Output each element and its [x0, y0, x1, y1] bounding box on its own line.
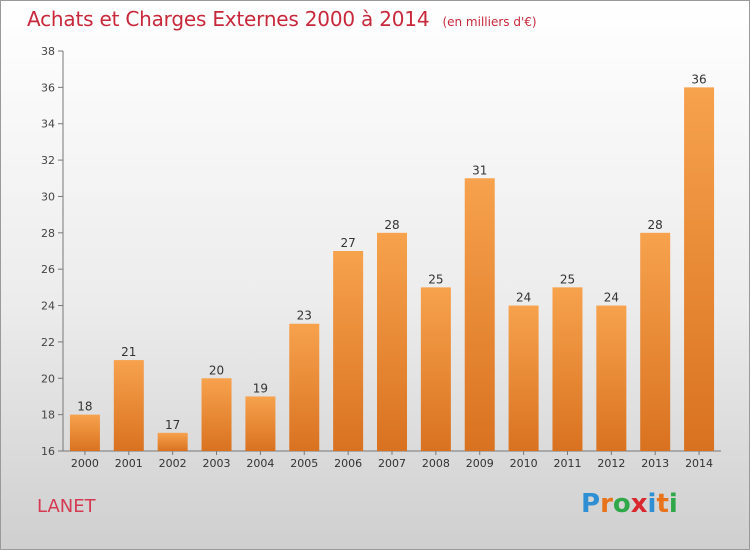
data-label: 36 [691, 72, 706, 86]
data-label: 24 [604, 291, 619, 305]
data-label: 21 [121, 345, 136, 359]
logo-letter: r [600, 489, 613, 519]
x-tick-label: 2009 [466, 457, 494, 470]
y-tick-label: 32 [41, 154, 55, 167]
bar [684, 87, 715, 451]
data-label: 23 [297, 309, 312, 323]
logo-letter: i [668, 489, 678, 519]
bar [113, 360, 144, 451]
y-tick-label: 30 [41, 190, 55, 203]
bar [333, 251, 364, 451]
data-label: 20 [209, 363, 224, 377]
data-label: 25 [428, 272, 443, 286]
bar [596, 305, 627, 451]
y-tick-label: 20 [41, 372, 55, 385]
x-tick-label: 2010 [510, 457, 538, 470]
logo-letter: P [581, 489, 601, 519]
x-tick-label: 2001 [115, 457, 143, 470]
logo-letter: o [612, 489, 631, 519]
data-label: 24 [516, 291, 531, 305]
y-tick-label: 34 [41, 118, 55, 131]
x-tick-label: 2003 [203, 457, 231, 470]
x-tick-label: 2000 [71, 457, 99, 470]
title-row: Achats et Charges Externes 2000 à 2014 (… [27, 7, 537, 31]
x-tick-label: 2006 [334, 457, 362, 470]
data-label: 31 [472, 163, 487, 177]
y-tick-label: 22 [41, 336, 55, 349]
bar [464, 178, 495, 452]
y-tick-label: 28 [41, 227, 55, 240]
bar [157, 432, 188, 451]
x-tick-label: 2008 [422, 457, 450, 470]
y-tick-label: 24 [41, 300, 55, 313]
bar [420, 287, 451, 451]
bar [552, 287, 583, 451]
x-tick-label: 2005 [290, 457, 318, 470]
bar [245, 396, 276, 451]
bar [69, 414, 100, 451]
x-tick-label: 2014 [685, 457, 713, 470]
data-label: 18 [77, 400, 92, 414]
y-tick-label: 18 [41, 409, 55, 422]
chart-title: Achats et Charges Externes 2000 à 2014 [27, 7, 430, 31]
bar [640, 232, 671, 451]
data-label: 25 [560, 272, 575, 286]
y-tick-label: 26 [41, 263, 55, 276]
x-tick-label: 2004 [246, 457, 274, 470]
commune-label: LANET [37, 496, 96, 517]
x-tick-label: 2002 [159, 457, 187, 470]
bar [377, 232, 407, 451]
y-tick-label: 36 [41, 81, 55, 94]
logo-letter: t [656, 489, 669, 519]
data-label: 27 [340, 236, 355, 250]
logo-letter: i [647, 489, 657, 519]
bar [201, 378, 232, 451]
bar [289, 323, 320, 451]
proxiti-logo: Proxiti [581, 489, 678, 519]
x-tick-label: 2011 [553, 457, 581, 470]
y-tick-label: 16 [41, 445, 55, 458]
x-tick-label: 2012 [597, 457, 625, 470]
bar [508, 305, 539, 451]
chart-unit: (en milliers d'€) [442, 15, 537, 29]
data-label: 19 [253, 381, 268, 395]
logo-letter: x [630, 489, 648, 519]
data-label: 28 [384, 218, 399, 232]
y-tick-label: 38 [41, 45, 55, 58]
x-tick-label: 2013 [641, 457, 669, 470]
data-label: 17 [165, 418, 180, 432]
data-label: 28 [648, 218, 663, 232]
x-tick-label: 2007 [378, 457, 406, 470]
